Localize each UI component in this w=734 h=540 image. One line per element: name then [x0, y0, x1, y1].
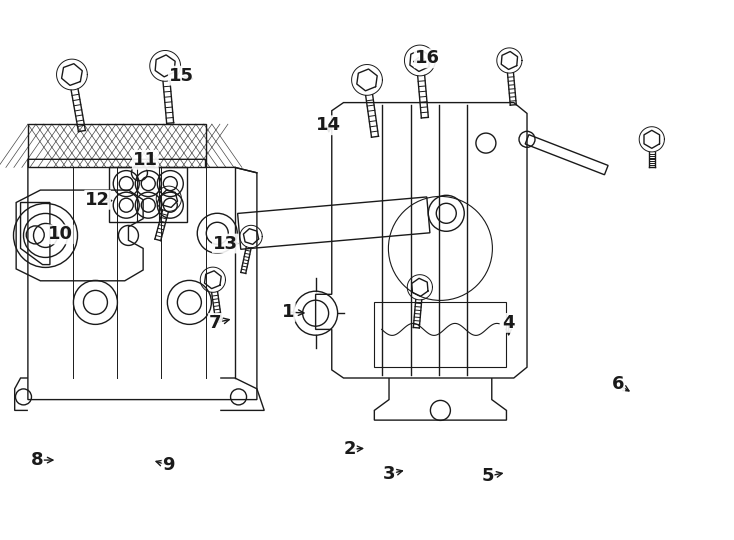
Bar: [109, 167, 187, 222]
Text: 11: 11: [133, 151, 158, 169]
Text: 15: 15: [169, 66, 194, 85]
Text: 13: 13: [213, 234, 238, 253]
Text: 5: 5: [481, 467, 494, 485]
Text: 3: 3: [382, 465, 396, 483]
Text: 1: 1: [282, 303, 295, 321]
Text: 7: 7: [208, 314, 222, 332]
Text: 10: 10: [48, 225, 73, 244]
Bar: [28, 124, 206, 167]
Text: 8: 8: [30, 451, 43, 469]
Text: 4: 4: [502, 314, 515, 332]
Text: 6: 6: [611, 375, 625, 394]
Text: 9: 9: [162, 456, 175, 475]
Text: 12: 12: [85, 191, 110, 209]
Text: 16: 16: [415, 49, 440, 68]
Text: 14: 14: [316, 116, 341, 134]
Text: 2: 2: [343, 440, 356, 458]
